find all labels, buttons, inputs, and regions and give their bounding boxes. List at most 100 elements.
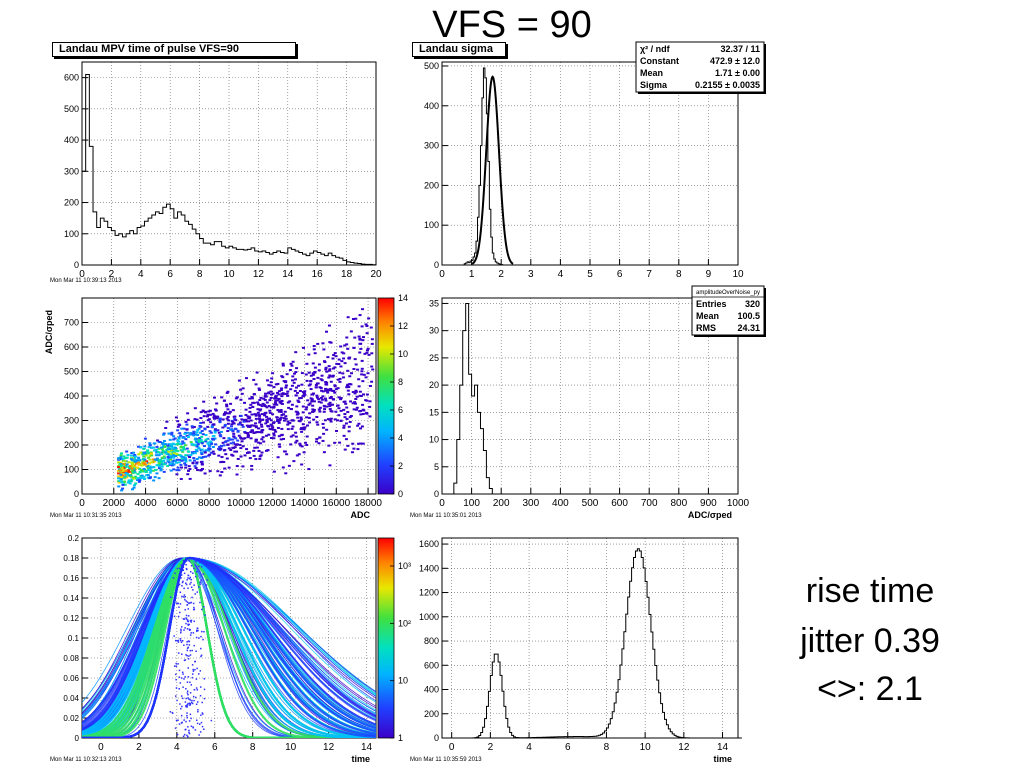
p5-point [178,583,181,586]
p5-point [181,581,184,584]
p2-stats-value-0: 32.37 / 11 [720,44,760,54]
p3-cell [172,456,176,459]
p3-cell [226,422,230,425]
p3-cell [193,418,197,421]
p3-cell [267,384,271,387]
p4-stats-value-2: 24.31 [737,323,760,333]
p3-xtick-label-5: 10000 [227,498,255,509]
p3-cell [120,468,124,471]
p3-cell [179,463,183,466]
p3-cell [239,414,243,417]
p5-point [183,629,185,631]
p3-cell [148,442,152,445]
p3-cell [215,429,219,432]
p5-point [189,576,192,579]
p3-cell [317,363,321,366]
p3-cell [364,323,368,326]
p3-ytick-label-1: 100 [64,465,79,475]
p3-cell [194,466,198,469]
p3-cell [204,455,208,458]
p3-cell [223,441,227,444]
p5-point [196,722,199,725]
p3-ytick-label-6: 600 [64,342,79,352]
p3-cell [223,423,227,426]
p5-point [196,667,198,670]
p3-cell [370,338,374,341]
p3-cell [133,465,137,468]
p1-xtick-label-6: 12 [253,269,265,280]
p3-cell [216,415,220,418]
p3-cell [201,440,205,443]
p3-cell [159,459,163,462]
p3-cell [147,456,151,459]
p3-cell [355,395,359,398]
p5-point [183,618,185,620]
p3-cell [337,414,341,417]
p3-cell [286,420,290,423]
p3-cell [146,474,150,477]
p3-cell [352,367,356,370]
p5-point [203,630,205,633]
p3-cell [295,391,299,394]
p3-cell [181,450,185,453]
p5-point [180,722,183,724]
p3-cell [129,475,133,478]
p3-cell [290,427,294,430]
p3-cell [137,453,141,456]
p3-cell [247,434,251,437]
p5-point [199,731,202,733]
p4-xlabel: ADC/σped [688,510,732,520]
p3-cell [299,397,303,400]
p5-point [187,702,189,705]
p3-cell [185,447,189,450]
p5-point [176,567,179,570]
p3-cell [142,467,146,470]
p3-cell [358,351,362,354]
p3-cell [276,419,280,422]
p3-cell [130,452,134,455]
p5-point [181,584,183,587]
p3-cell [222,437,226,440]
p5-point [192,670,195,672]
p3-cell [169,469,173,472]
p3-cell [266,449,270,452]
p5-point [189,703,192,705]
p4-stats-label-2: RMS [696,323,716,333]
p5-point [185,697,187,700]
p3-cell [318,436,322,439]
p3-cell [140,463,144,466]
p3-cell [193,407,197,410]
p2-xtick-label-8: 8 [676,269,682,280]
p3-cell [354,363,358,366]
p3-cell [280,395,284,398]
p3-cell [232,435,236,438]
p2-xtick-label-7: 7 [646,269,652,280]
p4-stats-value-0: 320 [745,299,760,309]
p3-cell [231,409,235,412]
p3-cell [260,423,264,426]
p3-cell [246,433,250,436]
p3-cell [140,464,144,467]
p5-ytick-label-7: 0.14 [63,594,79,603]
p3-cell [268,409,272,412]
note-rise-time: rise time [805,572,935,610]
p3-cell [370,365,374,368]
p5-point [187,646,190,649]
p4-stats-title: amplitudeOverNoise_py [696,290,760,296]
p3-cell [152,442,156,445]
p3-cell [199,469,203,472]
p3-cell [241,465,245,468]
p5-point [179,682,182,684]
p3-cell [294,386,298,389]
p1-xtick-label-3: 6 [167,269,173,280]
p5-point [200,579,203,582]
p3-cell [370,342,374,345]
p3-cell [204,449,208,452]
p5-point [175,665,178,667]
timestamp-p4: Mon Mar 11 10:35:01 2013 [410,513,482,519]
p5-point [179,603,182,605]
p3-cell [337,396,341,399]
p3-cell [136,461,140,464]
p5-point [187,735,189,738]
p3-cell [349,400,353,403]
